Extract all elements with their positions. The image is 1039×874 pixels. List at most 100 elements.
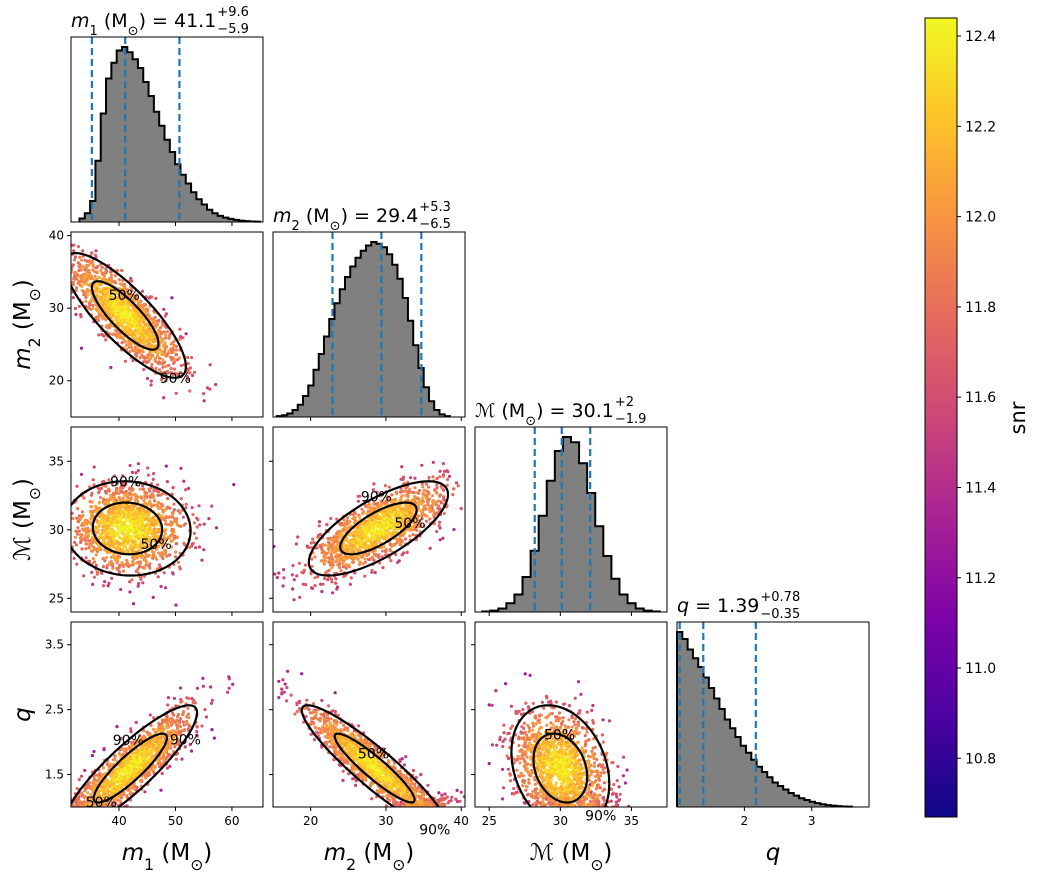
contour-50 bbox=[90, 280, 160, 351]
hist-title-upper-error: +0.78 bbox=[760, 590, 800, 605]
scatter-point bbox=[389, 559, 393, 563]
scatter-point bbox=[108, 292, 112, 296]
scatter-point bbox=[66, 798, 69, 801]
scatter-point bbox=[114, 333, 118, 337]
scatter-point bbox=[85, 259, 90, 263]
scatter-point bbox=[119, 587, 123, 592]
scatter-point bbox=[136, 462, 140, 466]
scatter-point bbox=[423, 493, 427, 497]
scatter-point bbox=[297, 561, 302, 565]
scatter-point bbox=[80, 284, 84, 288]
scatter-point bbox=[137, 560, 141, 564]
scatter-point bbox=[143, 776, 147, 780]
scatter-point bbox=[421, 485, 425, 489]
scatter-point bbox=[208, 387, 212, 391]
scatter-point bbox=[169, 545, 173, 549]
scatter-point bbox=[394, 514, 398, 519]
scatter-point bbox=[451, 493, 455, 497]
scatter-point bbox=[63, 800, 66, 803]
scatter-point bbox=[413, 486, 417, 490]
scatter-point bbox=[157, 360, 161, 364]
scatter-point bbox=[136, 469, 140, 473]
scatter-point bbox=[435, 529, 439, 534]
scatter-point bbox=[155, 547, 159, 551]
scatter-point bbox=[128, 590, 132, 594]
scatter-point bbox=[105, 324, 109, 328]
scatter-point bbox=[118, 536, 122, 540]
scatter-point bbox=[161, 358, 165, 362]
scatter-point bbox=[323, 555, 327, 559]
scatter-point bbox=[141, 350, 145, 354]
hist-panel-m1: m1 (M⊙) = 41.1 +9.6−5.9 bbox=[70, 5, 264, 226]
scatter-point bbox=[136, 584, 140, 588]
hist-bars-mc bbox=[482, 437, 660, 612]
scatter-point bbox=[115, 725, 119, 729]
scatter-point bbox=[420, 463, 424, 467]
scatter-point bbox=[90, 251, 94, 255]
scatter-point bbox=[64, 236, 67, 239]
scatter-point bbox=[64, 272, 67, 275]
scatter-point bbox=[149, 383, 153, 387]
scatter-point bbox=[390, 493, 394, 497]
scatter-point bbox=[138, 356, 142, 360]
scatter-point bbox=[181, 515, 185, 519]
scatter-point bbox=[175, 522, 179, 527]
scatter-point bbox=[328, 563, 332, 567]
scatter-points bbox=[36, 675, 235, 807]
scatter-point bbox=[98, 283, 103, 287]
scatter-point bbox=[87, 559, 92, 563]
scatter-point bbox=[60, 803, 63, 806]
scatter-point bbox=[178, 511, 182, 515]
scatter-point bbox=[67, 484, 70, 487]
hist-frame-m1 bbox=[70, 36, 264, 223]
scatter-point bbox=[185, 375, 189, 379]
scatter-point bbox=[137, 581, 141, 586]
scatter-point bbox=[310, 564, 314, 568]
scatter-point bbox=[360, 507, 364, 511]
scatter-point bbox=[86, 526, 90, 530]
scatter-point bbox=[214, 382, 218, 387]
scatter-point bbox=[161, 510, 165, 514]
scatter-point bbox=[141, 487, 146, 491]
scatter-point bbox=[438, 538, 442, 542]
scatter-point bbox=[179, 497, 183, 501]
scatter-point bbox=[132, 743, 136, 747]
scatter-point bbox=[422, 504, 426, 508]
scatter-point bbox=[128, 498, 132, 502]
scatter-point bbox=[198, 523, 202, 527]
scatter-point bbox=[424, 496, 429, 500]
scatter-point bbox=[168, 743, 172, 748]
scatter-point bbox=[170, 296, 174, 300]
scatter-point bbox=[126, 291, 130, 295]
scatter-point bbox=[48, 503, 51, 506]
scatter-point bbox=[135, 293, 139, 297]
scatter-point bbox=[118, 793, 123, 797]
scatter-point bbox=[163, 532, 168, 536]
contour-label: 90% bbox=[110, 474, 141, 490]
scatter-point bbox=[75, 484, 79, 488]
scatter-point bbox=[115, 268, 119, 273]
scatter-point bbox=[434, 500, 438, 504]
scatter-point bbox=[36, 793, 39, 796]
scatter-point bbox=[162, 360, 167, 364]
scatter-point bbox=[65, 788, 68, 791]
scatter-point bbox=[195, 516, 199, 520]
scatter-point bbox=[65, 296, 68, 299]
contour-50 bbox=[339, 501, 418, 556]
scatter-point bbox=[169, 347, 173, 351]
scatter-point bbox=[71, 263, 75, 267]
scatter-point bbox=[76, 273, 80, 277]
scatter-point bbox=[79, 346, 84, 350]
scatter-point bbox=[415, 515, 419, 519]
scatter-point bbox=[107, 489, 111, 493]
scatter-point bbox=[123, 312, 127, 317]
scatter-point bbox=[202, 399, 206, 403]
scatter-point bbox=[65, 269, 68, 272]
scatter-point bbox=[452, 527, 456, 532]
scatter-point bbox=[186, 355, 190, 360]
scatter-point bbox=[124, 532, 128, 536]
scatter-point bbox=[66, 238, 69, 241]
scatter-point bbox=[317, 524, 321, 528]
scatter-point bbox=[192, 531, 196, 536]
scatter-point bbox=[77, 529, 81, 533]
